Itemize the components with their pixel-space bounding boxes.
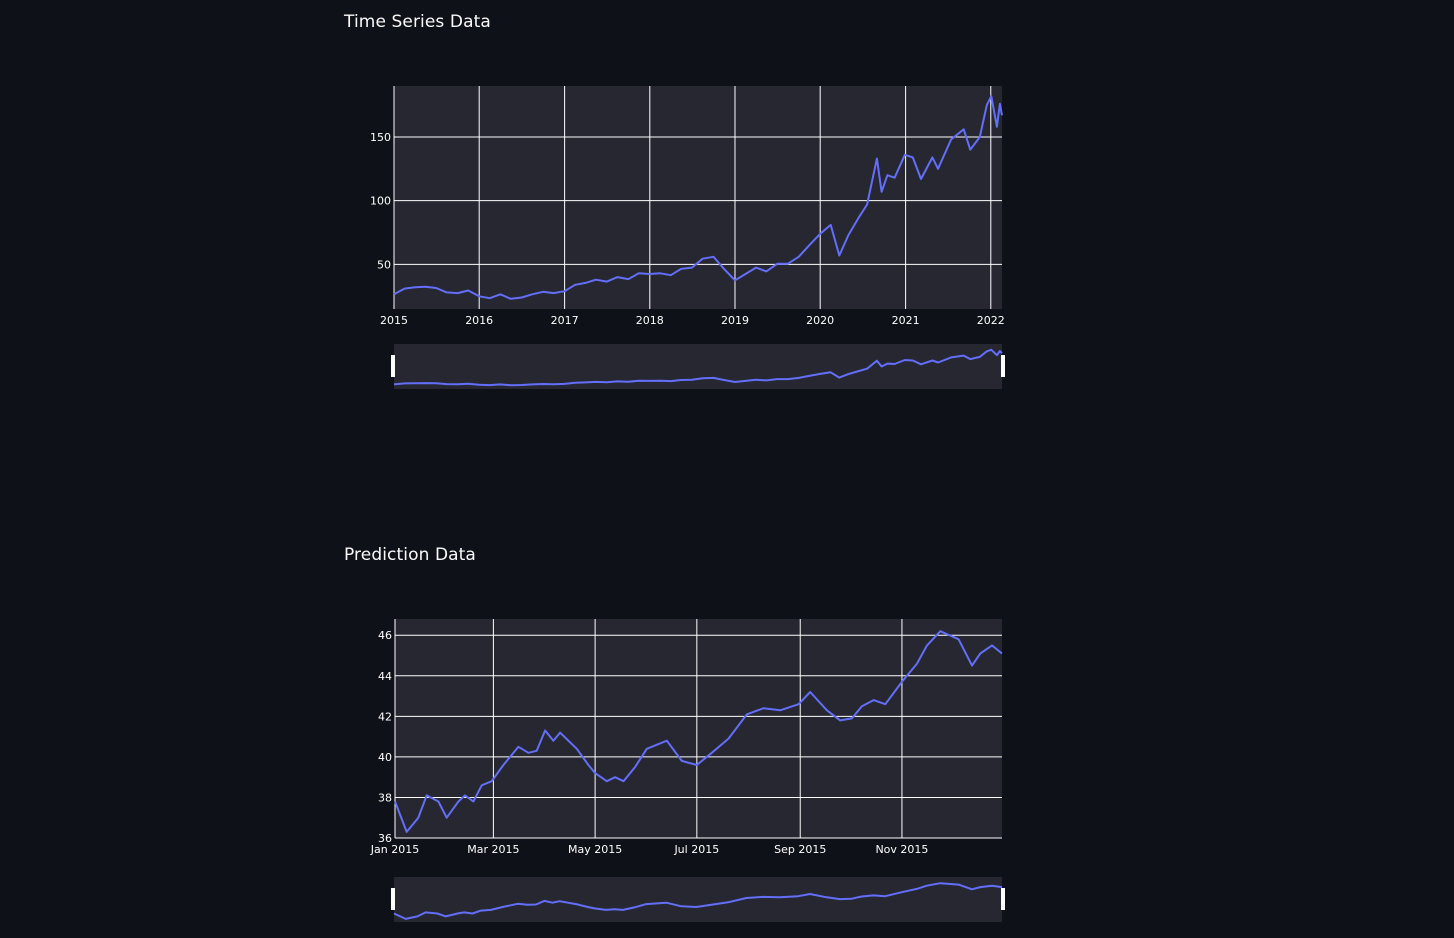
y-tick-label: 50 bbox=[377, 258, 391, 271]
y-tick-label: 46 bbox=[378, 629, 392, 642]
y-tick-label: 44 bbox=[378, 670, 392, 683]
x-tick-label: 2017 bbox=[551, 314, 579, 327]
time-series-slider-left-handle[interactable] bbox=[391, 355, 395, 377]
time-series-range-slider[interactable] bbox=[391, 344, 1005, 389]
prediction-grid bbox=[394, 619, 1002, 839]
x-tick-label: Jul 2015 bbox=[673, 843, 719, 856]
time-series-grid bbox=[393, 86, 1002, 309]
time-series-slider-right-handle[interactable] bbox=[1001, 355, 1005, 377]
prediction-slider-track[interactable] bbox=[394, 877, 1002, 922]
time-series-chart[interactable]: 50 100 150 2015 2016 2017 2018 2019 2020 2021 202… bbox=[370, 86, 1005, 327]
prediction-y-axis: 36 38 40 42 44 46 bbox=[378, 629, 392, 845]
prediction-range-slider[interactable] bbox=[391, 877, 1005, 922]
x-tick-label: 2020 bbox=[806, 314, 834, 327]
x-tick-label: May 2015 bbox=[568, 843, 622, 856]
time-series-slider-line bbox=[393, 348, 1003, 387]
y-tick-label: 36 bbox=[378, 832, 392, 845]
section-title-time-series: Time Series Data bbox=[344, 12, 491, 32]
prediction-slider-left-handle[interactable] bbox=[391, 888, 395, 910]
x-tick-label: 2016 bbox=[465, 314, 493, 327]
y-tick-label: 42 bbox=[378, 710, 392, 723]
x-tick-label: Nov 2015 bbox=[875, 843, 928, 856]
prediction-plot-area[interactable] bbox=[395, 619, 1002, 838]
prediction-slider-line bbox=[393, 882, 1003, 920]
y-tick-label: 100 bbox=[370, 195, 391, 208]
time-series-x-axis: 2015 2016 2017 2018 2019 2020 2021 2022 bbox=[380, 314, 1005, 327]
time-series-slider-track[interactable] bbox=[394, 344, 1002, 389]
prediction-line bbox=[394, 630, 1003, 833]
prediction-chart[interactable]: 36 38 40 42 44 46 Jan 2015 Mar 2015 May 2015 Jul… bbox=[370, 619, 1003, 856]
y-tick-label: 150 bbox=[370, 131, 391, 144]
section-title-prediction: Prediction Data bbox=[344, 545, 476, 565]
x-tick-label: 2022 bbox=[977, 314, 1005, 327]
y-tick-label: 38 bbox=[378, 791, 392, 804]
x-tick-label: 2021 bbox=[892, 314, 920, 327]
time-series-line bbox=[393, 95, 1003, 300]
y-tick-label: 40 bbox=[378, 751, 392, 764]
x-tick-label: 2019 bbox=[721, 314, 749, 327]
prediction-x-axis: Jan 2015 Mar 2015 May 2015 Jul 2015 Sep 2015… bbox=[370, 843, 929, 856]
time-series-plot-area[interactable] bbox=[394, 86, 1002, 309]
x-tick-label: 2018 bbox=[636, 314, 664, 327]
x-tick-label: 2015 bbox=[380, 314, 408, 327]
time-series-y-axis: 50 100 150 bbox=[370, 131, 391, 271]
x-tick-label: Jan 2015 bbox=[370, 843, 419, 856]
x-tick-label: Mar 2015 bbox=[467, 843, 519, 856]
x-tick-label: Sep 2015 bbox=[774, 843, 826, 856]
prediction-slider-right-handle[interactable] bbox=[1001, 888, 1005, 910]
